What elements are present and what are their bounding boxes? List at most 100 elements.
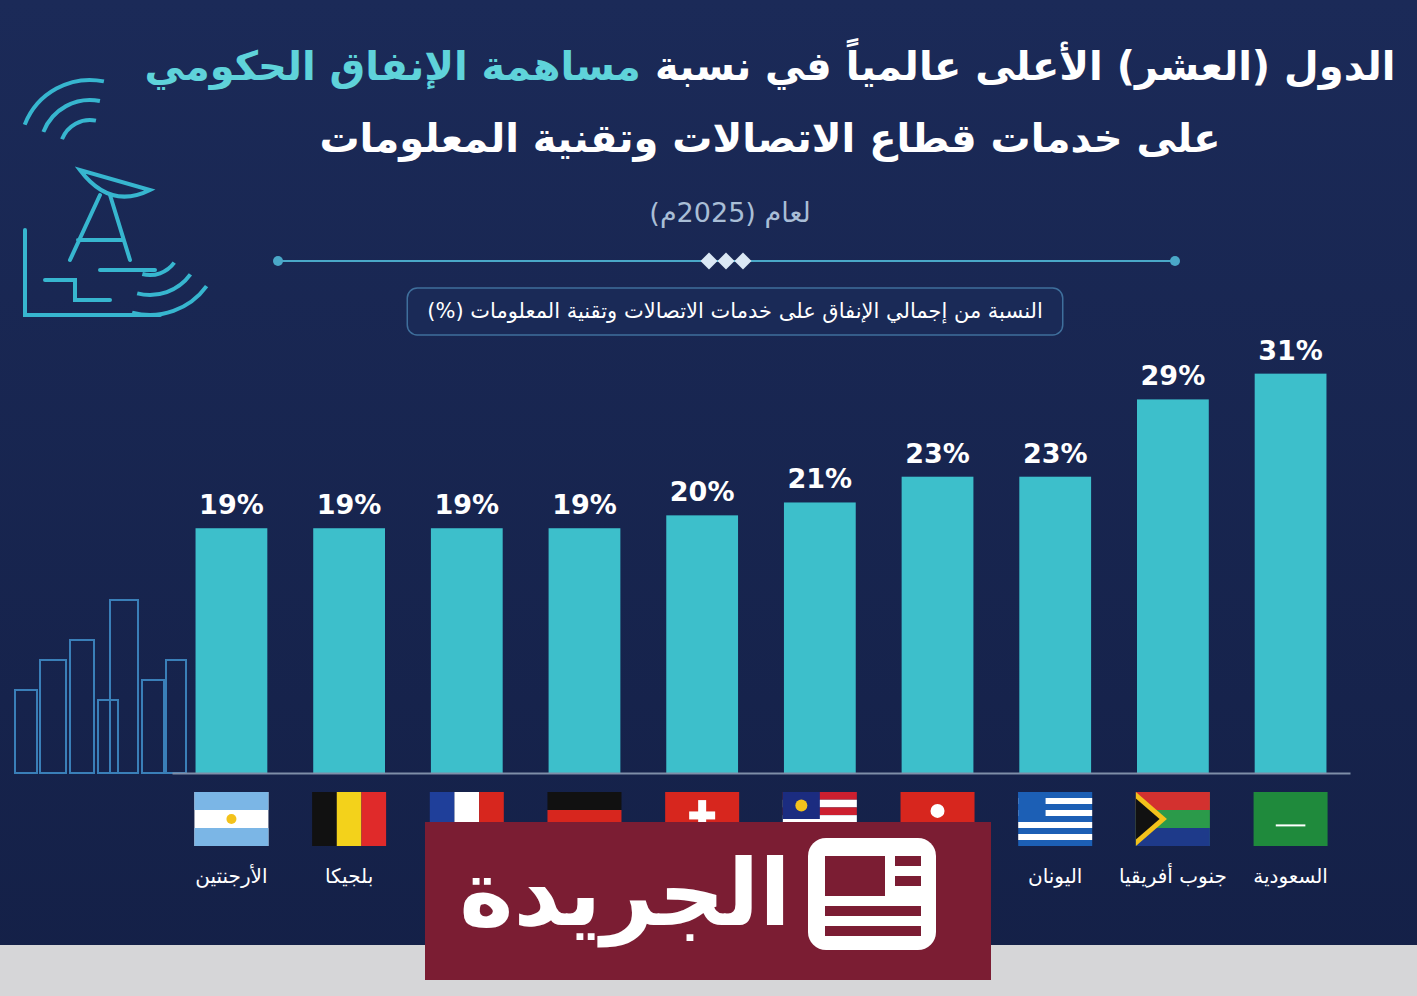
data-label: 31% (1258, 335, 1323, 366)
bar (666, 515, 738, 773)
signal-arc (62, 120, 96, 139)
data-labels: 31% 29% 23% 23% 21% 20% 19% 19% 19% 19% (199, 335, 1323, 521)
flag-part (547, 792, 621, 810)
tick: جنوب أفريقيا (1119, 773, 1227, 888)
divider-diamond (718, 253, 735, 270)
flag-part (1018, 822, 1092, 828)
flag-part (337, 792, 362, 846)
watermark-box (425, 822, 991, 980)
data-label: 23% (1023, 438, 1088, 469)
flag-part (1018, 840, 1092, 846)
flag-part (361, 792, 386, 846)
data-label: 19% (199, 489, 264, 520)
flag (1136, 792, 1210, 846)
data-label: 23% (905, 438, 970, 469)
divider-diamond (735, 253, 752, 270)
subtitle: لعام (2025م) (649, 197, 810, 228)
signal-arc (25, 80, 104, 125)
bar (1137, 399, 1209, 773)
tick: الأرجنتين (195, 773, 267, 888)
data-label: 19% (434, 489, 499, 520)
watermark-icon-line (825, 856, 885, 896)
flag-part (1018, 792, 1045, 822)
title: الدول (العشر) الأعلى عالمياً في نسبة مساه… (145, 37, 1396, 162)
baseline (173, 773, 1351, 775)
flag-part (194, 792, 268, 846)
watermark-icon-line (895, 856, 921, 866)
bar (784, 502, 856, 773)
flag (1254, 792, 1328, 846)
building (15, 690, 37, 773)
bar (549, 528, 621, 773)
bar (313, 528, 385, 773)
flag (194, 792, 268, 846)
flag-part (1254, 792, 1328, 846)
bar (1255, 374, 1327, 773)
tower (25, 195, 160, 315)
flag-part (194, 792, 268, 810)
flag-part (1018, 834, 1092, 840)
watermark-icon-line (895, 876, 921, 886)
flag (1018, 792, 1092, 846)
flag-part (931, 804, 945, 818)
watermark-icon-line (825, 906, 921, 916)
signal-arc (137, 274, 190, 295)
flag-part (1136, 798, 1160, 839)
flag-part (1276, 824, 1306, 826)
divider-dot (1170, 256, 1180, 266)
flag-part (226, 814, 236, 824)
building (40, 660, 66, 773)
title-line: على خدمات قطاع الاتصالات وتقنية المعلوما… (319, 115, 1220, 162)
bar (902, 477, 974, 773)
data-label: 19% (552, 489, 617, 520)
tick-label: جنوب أفريقيا (1119, 863, 1227, 888)
watermark-text: الجريدة (459, 840, 791, 948)
building (110, 600, 138, 773)
chart: الدول (العشر) الأعلى عالمياً في نسبة مساه… (0, 0, 1417, 996)
bar (431, 528, 503, 773)
signal-arc (43, 100, 100, 132)
flag (312, 792, 386, 846)
building (70, 640, 94, 773)
watermark-icon (808, 838, 936, 950)
watermark: الجريدة (425, 822, 991, 980)
measure-label-box (407, 288, 1062, 335)
tick-label: بلجيكا (325, 864, 373, 888)
bar (1019, 477, 1091, 773)
bar (196, 528, 268, 773)
building (142, 680, 164, 773)
divider (273, 253, 1180, 270)
tick-label: السعودية (1253, 864, 1328, 888)
flag-part (1136, 792, 1210, 846)
divider-diamond (701, 253, 718, 270)
data-label: 29% (1141, 360, 1206, 391)
flag-part (689, 811, 715, 819)
background (0, 0, 1417, 996)
flag-part (1136, 792, 1167, 846)
data-label: 19% (317, 489, 382, 520)
measure-label: النسبة من إجمالي الإنفاق على خدمات الاتص… (427, 299, 1042, 324)
title-line: الدول (العشر) الأعلى عالمياً في نسبة (655, 37, 1396, 90)
dish (80, 170, 150, 197)
divider-dot (273, 256, 283, 266)
tick: بلجيكا (325, 773, 373, 888)
tick-label: الأرجنتين (195, 864, 267, 888)
title-highlight: مساهمة الإنفاق الحكومي (145, 43, 641, 90)
tick: السعودية (1253, 773, 1328, 888)
skyline (15, 600, 186, 773)
tick-label: اليونان (1028, 864, 1082, 888)
watermark-icon-line (825, 926, 921, 936)
flag-part (1018, 828, 1092, 834)
flag-part (194, 828, 268, 846)
data-label: 20% (670, 476, 735, 507)
flag-part (783, 792, 820, 819)
flag-part (312, 792, 337, 846)
antenna-icon (25, 80, 207, 315)
building (98, 700, 118, 773)
data-label: 21% (788, 463, 853, 494)
bars (196, 374, 1327, 773)
signal-arc (132, 286, 206, 315)
tick: اليونان (1028, 773, 1082, 888)
building (166, 660, 186, 773)
flag-part (795, 800, 807, 812)
